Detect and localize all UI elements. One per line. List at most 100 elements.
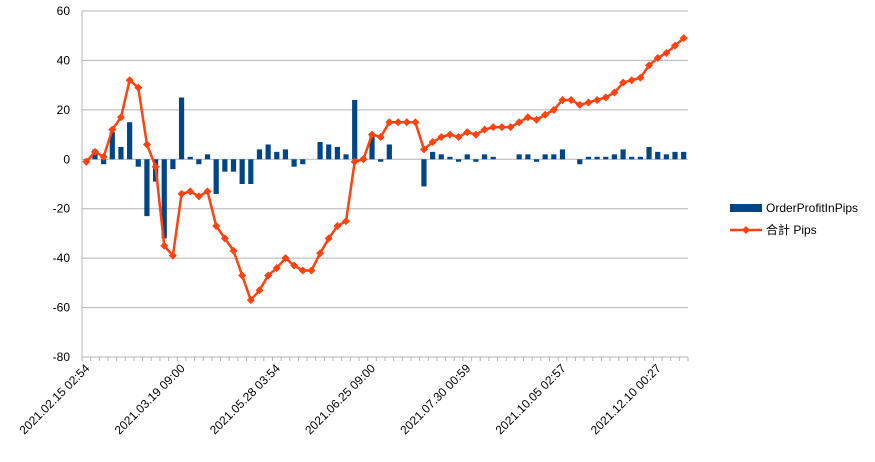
bar xyxy=(127,122,133,160)
bar xyxy=(196,159,202,165)
x-tick-label: 2021.12.10 00:27 xyxy=(588,361,664,437)
y-tick-label: -40 xyxy=(53,251,71,265)
bar xyxy=(663,154,669,160)
line-marker xyxy=(203,187,212,196)
bar xyxy=(230,159,237,172)
bar xyxy=(681,151,687,160)
legend-label: OrderProfitInPips xyxy=(766,201,858,215)
line-marker xyxy=(307,266,316,275)
bar xyxy=(135,159,141,167)
line-marker xyxy=(264,271,273,280)
line-marker xyxy=(324,234,333,243)
line-marker xyxy=(532,115,541,124)
line-marker xyxy=(212,222,221,231)
bar xyxy=(386,144,392,160)
line-marker xyxy=(281,254,290,263)
line-marker xyxy=(350,157,359,166)
legend-label: 合計 Pips xyxy=(766,222,817,237)
bar xyxy=(490,156,496,160)
line-marker xyxy=(116,113,125,122)
bar xyxy=(222,159,228,172)
line-marker xyxy=(246,296,255,305)
bar xyxy=(334,146,340,160)
bar xyxy=(101,159,107,165)
line-marker xyxy=(220,234,229,243)
bar xyxy=(559,149,566,160)
bar xyxy=(369,134,375,160)
line-marker xyxy=(385,118,394,127)
y-tick-label: 0 xyxy=(63,152,70,166)
bar xyxy=(611,154,618,160)
bar xyxy=(481,154,488,160)
line-marker xyxy=(584,98,593,107)
line-marker xyxy=(255,286,264,295)
line-marker xyxy=(108,125,117,134)
line-marker xyxy=(549,105,558,114)
line-marker xyxy=(177,189,186,198)
line-marker xyxy=(290,261,299,270)
line-marker xyxy=(619,78,628,87)
legend-swatch xyxy=(742,226,750,234)
bar xyxy=(464,154,470,160)
bar xyxy=(525,154,531,160)
line xyxy=(85,37,685,303)
bar xyxy=(533,159,540,162)
line-marker xyxy=(480,125,489,134)
line-marker xyxy=(558,95,567,104)
line-marker xyxy=(125,76,134,85)
bar xyxy=(239,159,245,184)
bar xyxy=(629,156,635,160)
line-marker xyxy=(601,93,610,102)
bar xyxy=(438,154,444,160)
bar xyxy=(326,144,332,160)
x-tick-label: 2021.05.28 03:54 xyxy=(207,361,283,437)
line-marker xyxy=(142,140,151,149)
bar xyxy=(473,159,479,162)
x-tick-label: 2021.10.05 02:57 xyxy=(493,361,569,437)
line-marker xyxy=(402,118,411,127)
line-marker xyxy=(194,192,203,201)
line-marker xyxy=(428,137,437,146)
line-marker xyxy=(333,222,342,231)
bar xyxy=(291,159,297,167)
line-marker xyxy=(593,95,602,104)
line-marker xyxy=(463,128,472,137)
line-marker xyxy=(515,118,524,127)
bar xyxy=(637,156,643,160)
line-marker xyxy=(653,53,662,62)
line-marker xyxy=(90,147,99,156)
x-tick-label: 2021.07.30 00:59 xyxy=(397,361,473,437)
line-marker xyxy=(134,83,143,92)
bar xyxy=(213,159,219,194)
bar xyxy=(343,154,349,160)
bar xyxy=(118,146,124,160)
line-marker xyxy=(99,152,108,161)
line-marker xyxy=(168,251,177,260)
bar xyxy=(594,156,600,160)
line-marker xyxy=(506,123,515,132)
x-tick-label: 2021.06.25 09:00 xyxy=(302,361,378,437)
line-marker xyxy=(610,88,619,97)
bar xyxy=(170,159,176,170)
y-tick-label: 40 xyxy=(57,53,71,67)
line-marker xyxy=(523,113,532,122)
line-marker xyxy=(636,73,645,82)
bar xyxy=(672,151,678,160)
bar xyxy=(187,156,193,160)
y-tick-label: 60 xyxy=(57,4,71,18)
line-marker xyxy=(393,118,402,127)
y-tick-label: -60 xyxy=(53,301,71,315)
line-marker xyxy=(368,130,377,139)
bar xyxy=(178,97,185,160)
bar xyxy=(161,159,167,239)
line-marker xyxy=(671,41,680,50)
bar xyxy=(655,151,661,160)
bar xyxy=(646,146,652,160)
bar xyxy=(585,156,592,160)
bar xyxy=(265,144,271,160)
line-marker xyxy=(316,249,325,258)
legend-swatch xyxy=(730,204,762,212)
line-marker xyxy=(359,155,368,164)
line-marker xyxy=(541,110,550,119)
bar xyxy=(109,132,115,160)
